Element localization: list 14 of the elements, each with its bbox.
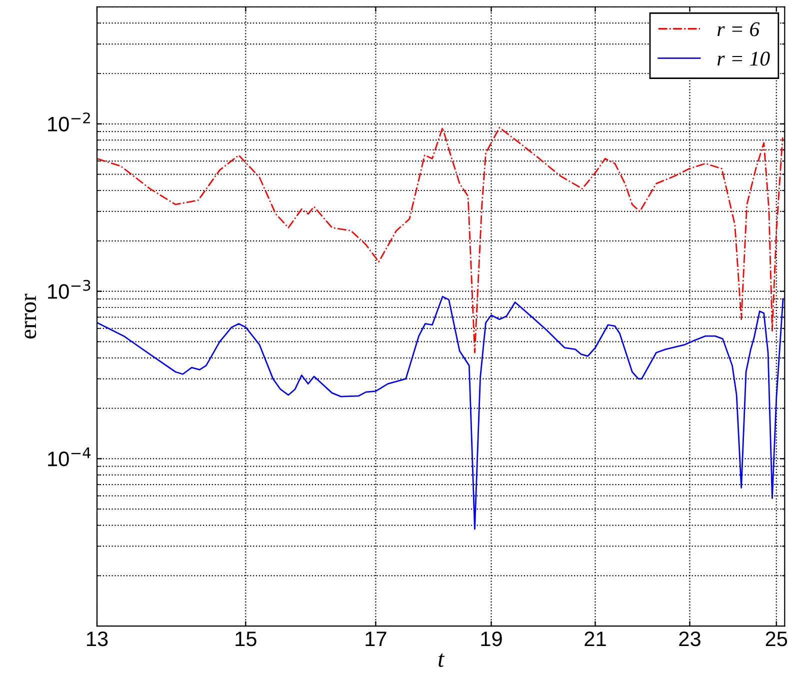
x-tick-label: 17 xyxy=(366,632,386,646)
y-tick-label: 10$^{−4}$ xyxy=(48,447,91,466)
x-tick-label: 13 xyxy=(86,631,108,646)
y-axis-title: error xyxy=(24,294,36,338)
legend-label: r = 6 xyxy=(718,22,760,36)
legend-label: r = 10 xyxy=(718,52,770,66)
x-tick-label: 15 xyxy=(236,632,256,646)
y-tick-label: 10$^{−2}$ xyxy=(48,112,90,132)
x-tick-label: 23 xyxy=(679,631,700,646)
y-tick-label: 10$^{−3}$ xyxy=(48,280,90,299)
x-tick-label: 19 xyxy=(481,631,502,646)
x-tick-label: 21 xyxy=(584,631,606,646)
x-tick-label: 25 xyxy=(766,631,788,646)
x-axis-title: t xyxy=(438,653,445,667)
